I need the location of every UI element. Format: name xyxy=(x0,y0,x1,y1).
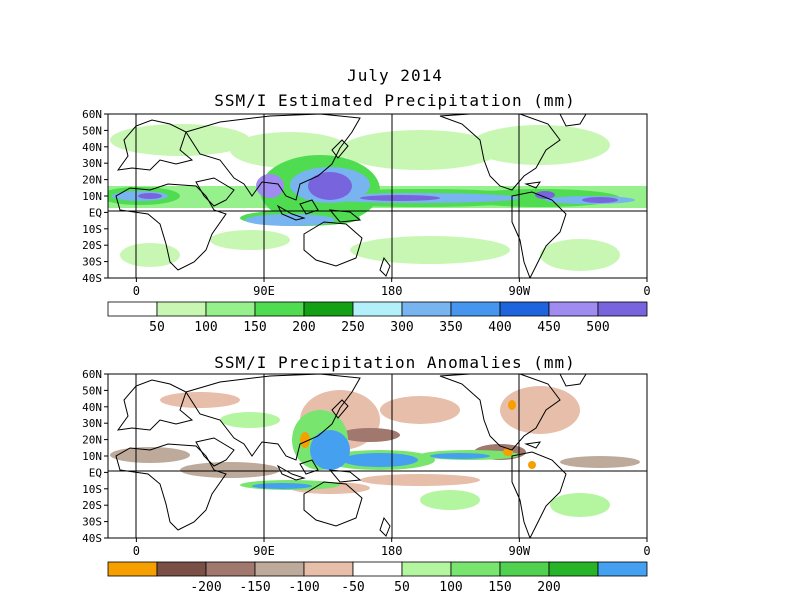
precip-colorbar-tick-label: 300 xyxy=(390,320,413,335)
precip-colorbar-swatch xyxy=(107,301,158,317)
anomaly-colorbar: -200 -150 -100 -50 50 100 150 200 xyxy=(107,561,648,595)
precip-map-lat-tick-label: 20N xyxy=(82,174,102,187)
anomaly-colorbar-swatch xyxy=(107,561,158,577)
precip-colorbar-tick-label: 50 xyxy=(149,320,165,335)
precip-map-lat-tick-label: 20S xyxy=(82,239,102,252)
anomaly-colorbar-swatch xyxy=(499,561,550,577)
anomaly-colorbar-tick-label: -200 xyxy=(190,580,221,595)
precip-map-lat-tick-label: 10N xyxy=(82,190,102,203)
precip-colorbar-swatch xyxy=(352,301,403,317)
anomaly-map-lon-tick-label: 0 xyxy=(133,544,140,558)
anomaly-field xyxy=(110,386,640,517)
precip-map-lat-tick-label: 40S xyxy=(82,272,102,285)
anomaly-map-lat-tick-label: 50N xyxy=(82,384,102,397)
precip-map-title: SSM/I Estimated Precipitation (mm) xyxy=(214,91,576,110)
precip-map-lon-tick-label: 0 xyxy=(643,284,650,298)
precip-colorbar-tick-label: 450 xyxy=(537,320,560,335)
anomaly-map-lat-tick-label: 40N xyxy=(82,401,102,414)
precip-map-lat-tick-label: 30N xyxy=(82,157,102,170)
precip-map-lat-tick-label: 50N xyxy=(82,124,102,137)
anomaly-map-lat-tick-label: 20N xyxy=(82,434,102,447)
precip-colorbar-tick-label: 250 xyxy=(341,320,364,335)
precip-colorbar-swatch xyxy=(156,301,207,317)
anomaly-colorbar-tick-label: -50 xyxy=(341,580,364,595)
precip-map-lon-tick-label: 0 xyxy=(133,284,140,298)
anomaly-colorbar-swatch xyxy=(205,561,256,577)
anomaly-map-lon-labels: 0 90E 180 90W 0 xyxy=(133,538,651,558)
anomaly-map-lat-tick-label: 30S xyxy=(82,516,102,529)
anomaly-map-lat-tick-label: 60N xyxy=(82,368,102,381)
precip-colorbar-tick-label: 150 xyxy=(243,320,266,335)
precip-map-lat-tick-label: 10S xyxy=(82,223,102,236)
precip-colorbar-tick-label: 400 xyxy=(488,320,511,335)
precip-colorbar-swatch xyxy=(254,301,305,317)
anomaly-map-lat-tick-label: 10N xyxy=(82,450,102,463)
precip-map-lat-labels: 60N 50N 40N 30N 20N 10N EQ 10S 20S 30S 40S xyxy=(82,108,108,285)
anomaly-colorbar-tick-label: 150 xyxy=(488,580,511,595)
anomaly-colorbar-swatch xyxy=(303,561,354,577)
anomaly-map-lon-tick-label: 90E xyxy=(253,544,275,558)
anomaly-colorbar-swatch xyxy=(401,561,452,577)
anomaly-colorbar-swatch xyxy=(450,561,501,577)
precip-colorbar-tick-label: 100 xyxy=(194,320,217,335)
precip-map-lat-tick-label: 40N xyxy=(82,141,102,154)
precip-colorbar-tick-label: 500 xyxy=(586,320,609,335)
anomaly-map-lon-tick-label: 180 xyxy=(381,544,403,558)
anomaly-map-lat-tick-label: 40S xyxy=(82,532,102,545)
anomaly-map-lon-tick-label: 90W xyxy=(508,544,530,558)
precip-map-lat-tick-label: EQ xyxy=(89,206,102,219)
precip-map xyxy=(108,114,647,278)
precip-map-lat-tick-label: 60N xyxy=(82,108,102,121)
anomaly-map xyxy=(108,374,647,538)
anomaly-colorbar-tick-label: -150 xyxy=(239,580,270,595)
anomaly-colorbar-swatch xyxy=(156,561,207,577)
precip-map-lon-labels: 0 90E 180 90W 0 xyxy=(133,278,651,298)
precip-map-lon-tick-label: 90E xyxy=(253,284,275,298)
anomaly-colorbar-tick-label: 100 xyxy=(439,580,462,595)
anomaly-colorbar-tick-label: 50 xyxy=(394,580,410,595)
anomaly-colorbar-swatch xyxy=(254,561,305,577)
precip-colorbar-swatch xyxy=(499,301,550,317)
figure-month-title: July 2014 xyxy=(347,66,443,85)
precip-colorbar-swatch xyxy=(450,301,501,317)
anomaly-colorbar-swatch xyxy=(352,561,403,577)
precip-map-lon-tick-label: 180 xyxy=(381,284,403,298)
anomaly-colorbar-swatch xyxy=(597,561,648,577)
anomaly-colorbar-swatch xyxy=(548,561,599,577)
anomaly-map-lat-tick-label: EQ xyxy=(89,466,102,479)
precip-colorbar-swatch xyxy=(205,301,256,317)
anomaly-map-lat-tick-label: 10S xyxy=(82,483,102,496)
precip-colorbar-swatch xyxy=(597,301,648,317)
precip-colorbar-tick-label: 350 xyxy=(439,320,462,335)
anomaly-colorbar-tick-label: -100 xyxy=(288,580,319,595)
precip-map-lon-tick-label: 90W xyxy=(508,284,530,298)
anomaly-map-lat-labels: 60N 50N 40N 30N 20N 10N EQ 10S 20S 30S 40S xyxy=(82,368,108,545)
anomaly-map-lat-tick-label: 30N xyxy=(82,417,102,430)
anomaly-map-lon-tick-label: 0 xyxy=(643,544,650,558)
precip-colorbar-swatch xyxy=(401,301,452,317)
anomaly-map-title: SSM/I Precipitation Anomalies (mm) xyxy=(214,353,576,372)
anomaly-colorbar-tick-label: 200 xyxy=(537,580,560,595)
precip-colorbar-swatch xyxy=(303,301,354,317)
precip-colorbar-tick-label: 200 xyxy=(292,320,315,335)
anomaly-map-lat-tick-label: 20S xyxy=(82,499,102,512)
precip-map-lat-tick-label: 30S xyxy=(82,256,102,269)
precip-colorbar-swatch xyxy=(548,301,599,317)
precip-colorbar: 50 100 150 200 250 300 350 400 450 500 xyxy=(107,301,648,335)
